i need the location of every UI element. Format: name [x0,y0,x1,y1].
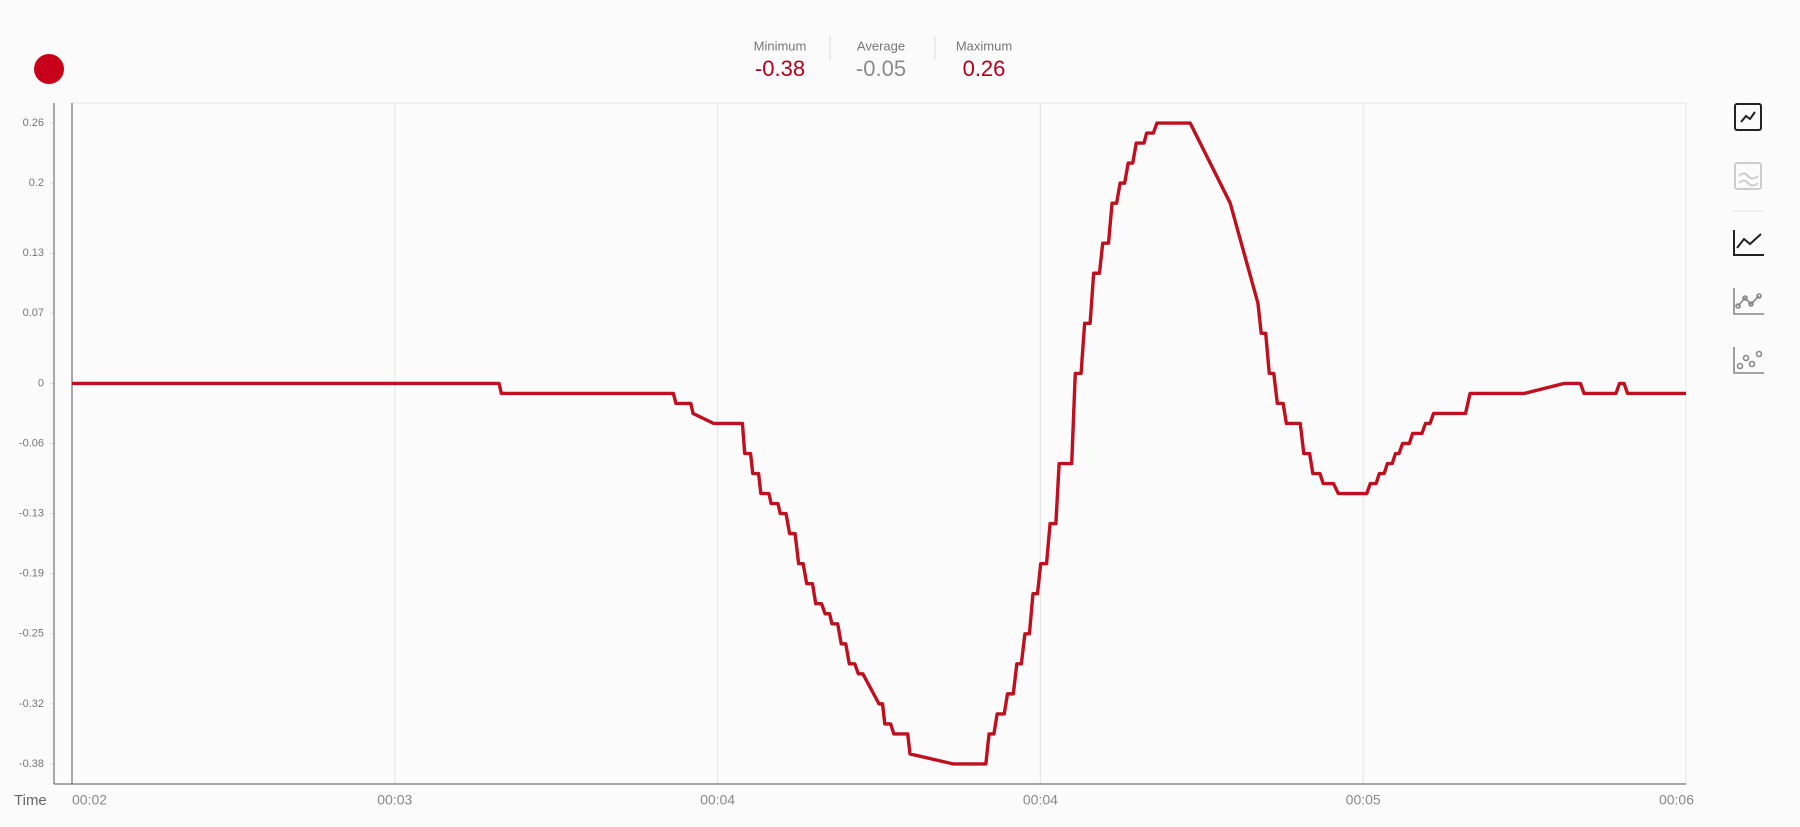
chart-tools [1732,103,1764,374]
y-tick-label: -0.19 [19,568,44,580]
x-tick-label: 00:02 [72,792,107,808]
y-tick-label: -0.25 [19,628,44,640]
y-tick-label: 0.2 [29,177,44,189]
stats: Minimum -0.38 Average -0.05 Maximum 0.26 [754,38,1013,80]
y-tick-label: -0.38 [19,758,44,770]
y-tick-label: -0.06 [19,437,44,449]
data-line [72,121,1686,766]
stat-value: -0.05 [856,56,906,81]
x-tick-label: 00:06 [1659,792,1694,808]
stat-label: Average [857,38,905,53]
x-tick-label: 00:04 [700,792,735,808]
plot: 00:02 00:03 00:04 00:04 00:05 00:06 0.26 0.2 0.1… [14,102,1694,809]
y-tick-label: -0.32 [19,698,44,710]
x-tick-label: 00:04 [1023,792,1058,808]
scatter-button[interactable] [1733,347,1764,374]
record-indicator[interactable] [34,54,64,84]
view-line-button[interactable] [1734,103,1762,131]
line-chart-button[interactable] [1733,230,1764,256]
x-tick-label: 00:05 [1346,792,1381,808]
line-points-button[interactable] [1733,288,1764,315]
stat-label: Maximum [956,38,1012,53]
stat-value: 0.26 [963,56,1006,81]
y-tick-label: -0.13 [19,508,44,520]
y-tick-label: 0.13 [23,247,44,259]
view-area-button[interactable] [1734,162,1762,190]
y-tick-label: 0.26 [23,117,44,129]
x-tick-label: 00:03 [377,792,412,808]
stat-value: -0.38 [755,56,805,81]
stat-label: Minimum [754,38,807,53]
y-tick-label: 0 [38,377,44,389]
x-axis-label: Time [14,792,47,809]
y-tick-label: 0.07 [23,307,44,319]
plot-frame [71,102,1687,785]
